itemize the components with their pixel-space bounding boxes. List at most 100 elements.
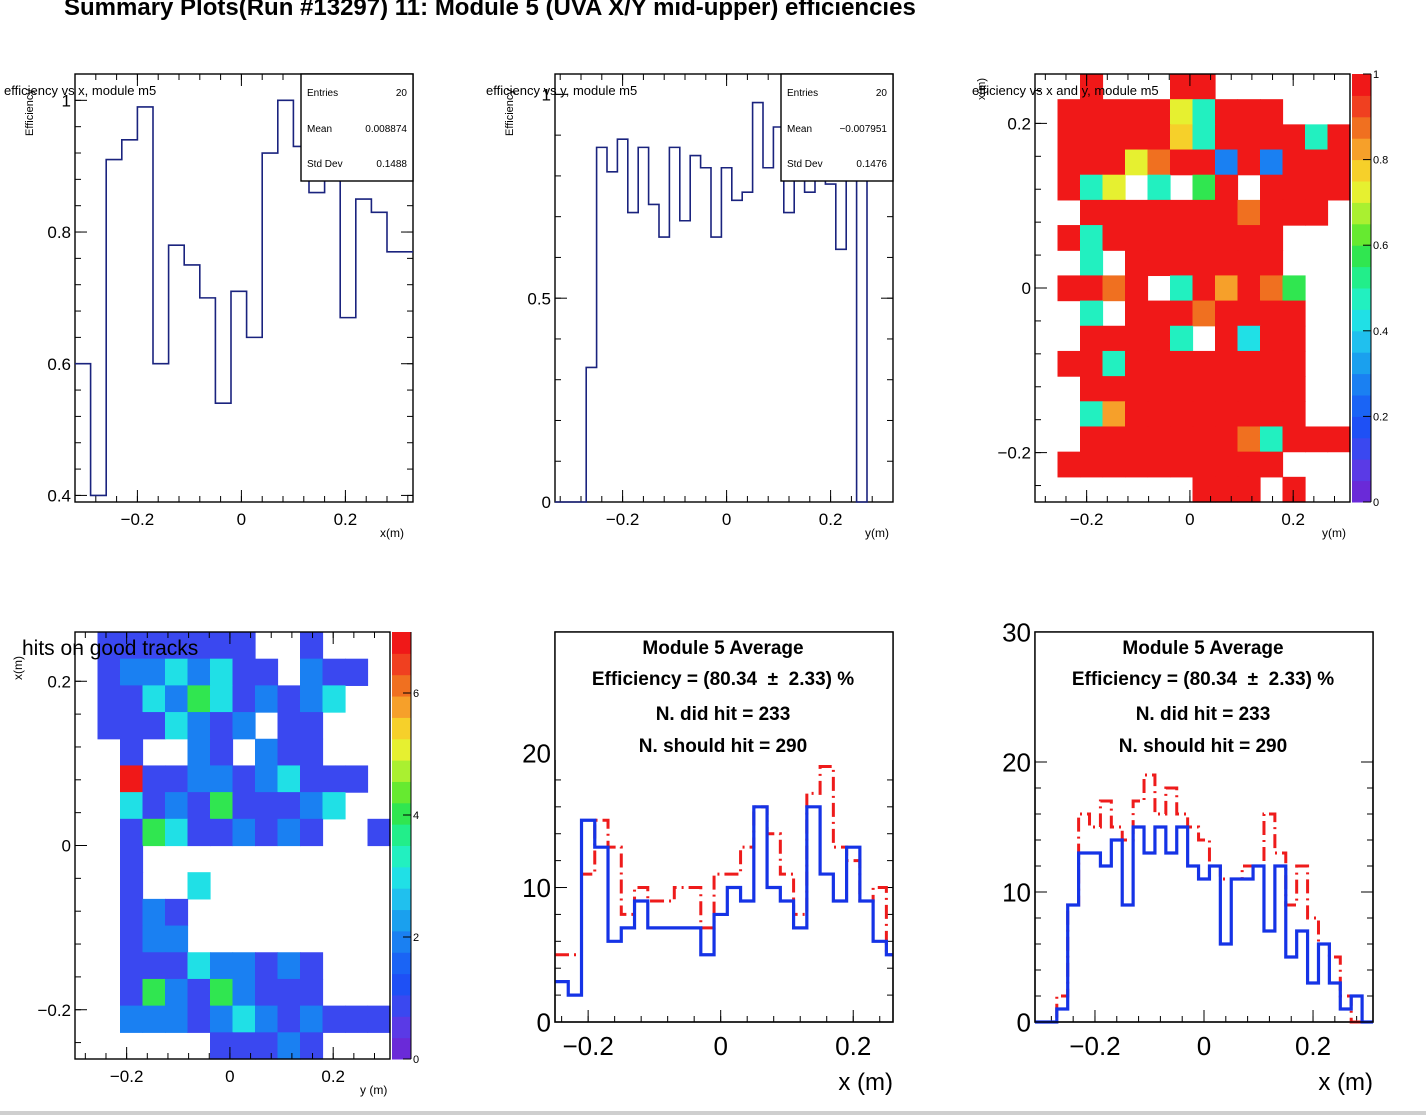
heatmap-cell: [232, 792, 256, 820]
heatmap-cell: [300, 1032, 324, 1060]
heatmap-cell: [1170, 376, 1194, 402]
palette-swatch: [1352, 245, 1371, 268]
x-tick-label: −0.2: [121, 510, 155, 529]
heatmap-cell: [1057, 174, 1081, 201]
heatmap-cell: [1102, 426, 1126, 453]
heatmap-cell: [165, 898, 189, 927]
avg-line-3-right: N. did hit = 233: [1136, 704, 1271, 725]
heatmap-cell: [277, 792, 301, 820]
heatmap-cell: [165, 792, 189, 820]
title-hits-xy: hits on good tracks: [22, 637, 198, 660]
x-tick-label: 0.2: [819, 510, 843, 529]
heatmap-cell: [1102, 124, 1126, 151]
x-tick-label: 0.2: [835, 1031, 871, 1061]
x-tick-label: −0.2: [606, 510, 640, 529]
heatmap-cell: [97, 685, 121, 713]
heatmap-cell: [1125, 426, 1149, 453]
stats-mean-label: Mean: [307, 124, 332, 135]
heatmap-cell: [1282, 376, 1306, 402]
palette-swatch: [392, 952, 411, 975]
heatmap-cell: [210, 712, 234, 740]
heatmap-cell: [1080, 149, 1104, 176]
heatmap-cell: [1215, 174, 1239, 201]
heatmap-cell: [1192, 225, 1216, 251]
x-tick-label: 0.2: [1295, 1031, 1331, 1061]
heatmap-cell: [277, 712, 301, 740]
palette-swatch: [392, 973, 411, 996]
heatmap-cell: [165, 765, 189, 793]
y-tick-label: 10: [1002, 877, 1031, 907]
heatmap-cell: [300, 765, 324, 793]
heatmap-cell: [1215, 149, 1239, 176]
heatmap-cell: [1260, 300, 1284, 327]
y-tick-label: 0.8: [47, 223, 71, 242]
heatmap-cell: [1102, 174, 1126, 201]
heatmap-cell: [165, 712, 189, 740]
stats-mean-value-y: −0.007951: [839, 124, 887, 135]
stats-std-value-y: 0.1476: [856, 159, 887, 170]
x-tick-label: 0.2: [334, 510, 358, 529]
heatmap-cell: [1282, 325, 1306, 352]
heatmap-cell: [120, 632, 144, 660]
heatmap-cell: [300, 712, 324, 740]
avg-line-4-right: N. should hit = 290: [1119, 736, 1287, 757]
heatmap-cell: [1327, 426, 1351, 453]
heatmap-cell: [1080, 124, 1104, 151]
heatmap-cell: [210, 818, 234, 847]
heatmap-cell: [1102, 275, 1126, 302]
heatmap-cell: [1192, 426, 1216, 453]
heatmap-cell: [1057, 149, 1081, 176]
heatmap-cell: [1080, 376, 1104, 402]
heatmap-cell: [1147, 426, 1171, 453]
heatmap-cell: [1102, 225, 1126, 251]
heatmap-cell: [232, 658, 256, 686]
ylabel-eff-x: Efficiency: [24, 89, 36, 136]
heatmap-cell: [1125, 149, 1149, 176]
heatmap-cell: [1080, 199, 1104, 226]
y-tick-label: 0: [537, 1007, 551, 1037]
heatmap-cell: [1080, 74, 1104, 100]
heatmap-cell: [210, 1005, 234, 1033]
heatmap-cell: [1282, 174, 1306, 201]
heatmap-cell: [1080, 350, 1104, 377]
avg-box-bg-right: [1035, 632, 1373, 760]
palette-swatch: [392, 717, 411, 740]
heatmap-cell: [300, 952, 324, 980]
x-tick-label: 0: [225, 1067, 234, 1086]
heatmap-cell: [232, 1032, 256, 1060]
palette-tick-label: 0: [413, 1054, 419, 1066]
heatmap-cell: [1237, 99, 1261, 125]
heatmap-cell: [1327, 124, 1351, 151]
stats-entries-label-y: Entries: [787, 88, 818, 99]
heatmap-cell: [120, 765, 144, 793]
heatmap-cell: [120, 1005, 144, 1033]
heatmap-cell: [120, 925, 144, 953]
y-tick-label: 0: [62, 837, 71, 856]
heatmap-cell: [1170, 300, 1194, 327]
stats-mean-label-y: Mean: [787, 124, 812, 135]
heatmap-cell: [120, 952, 144, 980]
stats-entries-value-y: 20: [876, 88, 888, 99]
heatmap-cell: [1192, 401, 1216, 428]
heatmap-cell: [255, 978, 279, 1007]
y-tick-label: 1: [542, 86, 551, 105]
palette-swatch: [1352, 330, 1371, 353]
heatmap-cell: [1192, 275, 1216, 302]
palette-swatch: [1352, 480, 1371, 503]
heatmap-cell: [322, 658, 346, 686]
heatmap-cell: [165, 685, 189, 713]
heatmap-cell: [345, 1005, 369, 1033]
heatmap-cell: [1102, 149, 1126, 176]
palette-tick-label: 0.8: [1373, 155, 1388, 167]
heatmap-cell: [345, 765, 369, 793]
frame-eff-x: [74, 73, 414, 503]
heatmap-cell: [142, 952, 166, 980]
x-tick-label: 0.2: [321, 1067, 345, 1086]
did-hit-line-right: [1035, 825, 1373, 1024]
y-tick-label: 30: [1002, 617, 1031, 647]
heatmap-cell: [1080, 225, 1104, 251]
heatmap-cell: [255, 1032, 279, 1060]
heatmap-cell: [1170, 426, 1194, 453]
heatmap-cell: [97, 632, 121, 660]
heatmap-cell: [1192, 74, 1216, 100]
